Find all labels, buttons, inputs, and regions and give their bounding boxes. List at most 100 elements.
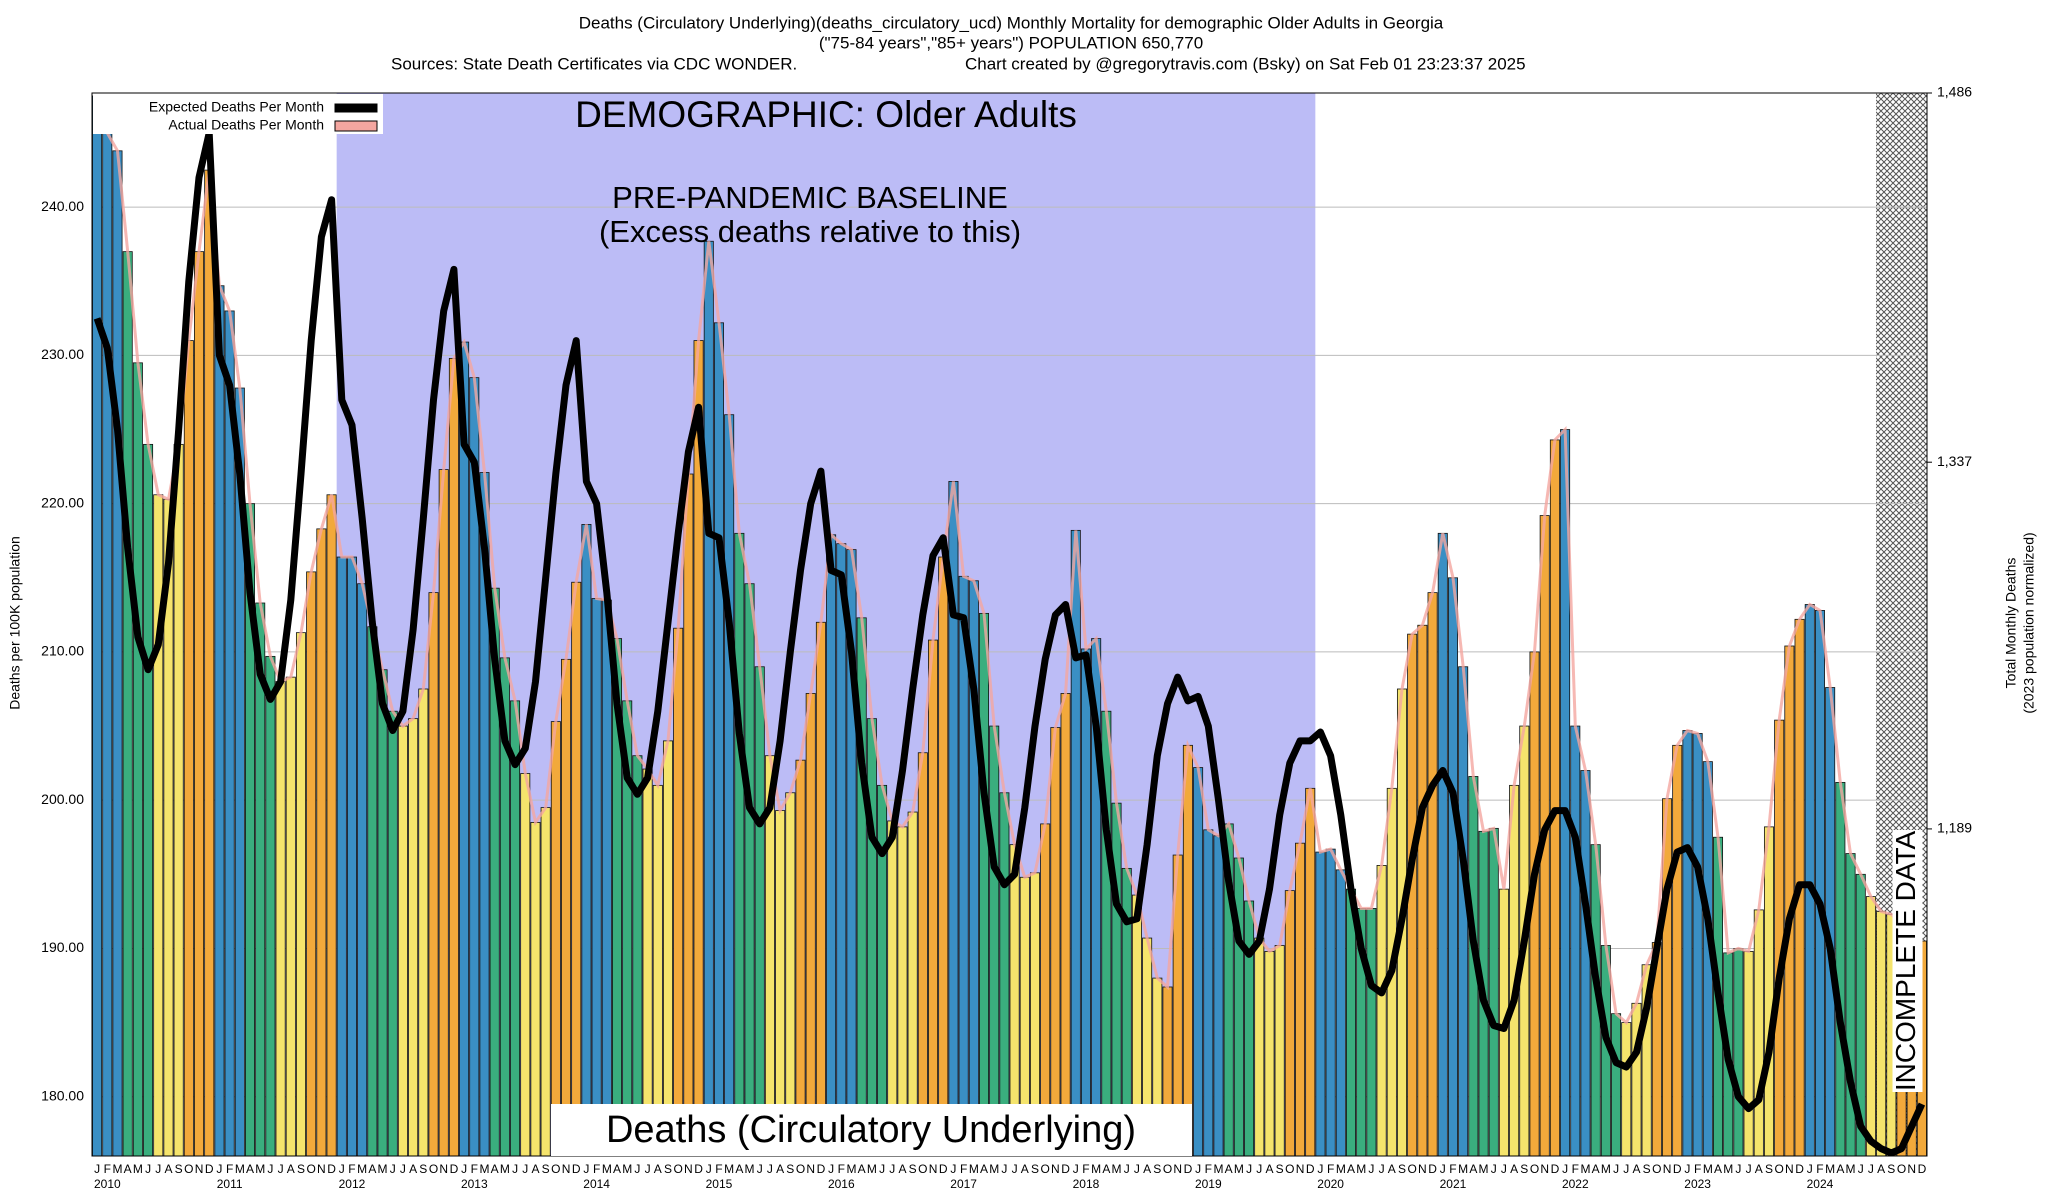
x-tick-label: J	[1379, 1162, 1385, 1176]
y-tick-label: 230.00	[41, 346, 84, 362]
bar	[265, 655, 276, 1157]
x-tick-label: J	[1735, 1162, 1741, 1176]
x-tick-label: D	[1061, 1162, 1070, 1176]
bar	[652, 784, 663, 1157]
x-tick-label: J	[278, 1162, 284, 1176]
x-tick-label: J	[1501, 1162, 1507, 1176]
bar	[1050, 727, 1061, 1157]
bar	[408, 718, 419, 1157]
bar	[316, 528, 327, 1157]
y2-axis-sublabel: (2023 population normalized)	[2021, 532, 2037, 713]
year-label: 2014	[583, 1177, 610, 1191]
bar	[642, 768, 653, 1157]
bar	[754, 666, 765, 1157]
x-tick-label: F	[1082, 1162, 1089, 1176]
bar	[1835, 781, 1846, 1157]
y2-tick-label: 1,189	[1937, 820, 1972, 836]
bar	[204, 169, 215, 1157]
bar	[601, 599, 612, 1157]
cause-label: Deaths (Circulatory Underlying)	[606, 1109, 1136, 1151]
x-tick-label: A	[1469, 1162, 1477, 1176]
x-tick-label: M	[724, 1162, 734, 1176]
demographic-label: DEMOGRAPHIC: Older Adults	[575, 94, 1077, 135]
x-tick-label: A	[1592, 1162, 1600, 1176]
year-label: 2015	[706, 1177, 733, 1191]
x-tick-label: J	[1001, 1162, 1007, 1176]
x-tick-label: D	[327, 1162, 336, 1176]
x-tick-label: O	[429, 1162, 438, 1176]
x-tick-label: J	[1562, 1162, 1568, 1176]
bar	[866, 718, 877, 1157]
bar	[1080, 648, 1091, 1157]
x-tick-label: J	[634, 1162, 640, 1176]
bar	[1672, 744, 1683, 1157]
bar	[805, 693, 816, 1157]
bar	[194, 251, 205, 1157]
x-tick-label: O	[1408, 1162, 1417, 1176]
bar	[448, 357, 459, 1157]
x-tick-label: M	[1356, 1162, 1366, 1176]
x-tick-label: N	[439, 1162, 448, 1176]
bar	[1335, 869, 1346, 1157]
baseline-note: (Excess deaths relative to this)	[599, 214, 1021, 249]
bar	[1570, 725, 1581, 1157]
x-tick-label: M	[357, 1162, 367, 1176]
year-label: 2022	[1562, 1177, 1589, 1191]
bar	[143, 443, 154, 1157]
x-tick-label: J	[828, 1162, 834, 1176]
x-tick-label: M	[1112, 1162, 1122, 1176]
x-tick-label: A	[1347, 1162, 1355, 1176]
x-tick-label: A	[1755, 1162, 1763, 1176]
bar	[591, 598, 602, 1157]
x-tick-label: J	[461, 1162, 467, 1176]
bar	[520, 773, 531, 1157]
year-label: 2023	[1684, 1177, 1711, 1191]
x-tick-label: A	[287, 1162, 295, 1176]
bar	[1376, 865, 1387, 1157]
bar	[1488, 827, 1499, 1157]
x-tick-label: J	[645, 1162, 651, 1176]
x-tick-label: O	[1530, 1162, 1539, 1176]
x-tick-label: J	[950, 1162, 956, 1176]
x-tick-label: F	[471, 1162, 478, 1176]
bar	[1264, 951, 1275, 1157]
x-tick-label: F	[1572, 1162, 1579, 1176]
x-tick-label: N	[806, 1162, 815, 1176]
bar	[673, 627, 684, 1157]
year-label: 2016	[828, 1177, 855, 1191]
bar	[377, 669, 388, 1157]
x-tick-label: J	[400, 1162, 406, 1176]
x-tick-label: M	[622, 1162, 632, 1176]
x-tick-label: A	[858, 1162, 866, 1176]
x-tick-label: S	[1031, 1162, 1039, 1176]
x-tick-label: N	[1173, 1162, 1182, 1176]
y2-axis-label: Total Monthly Deaths	[2003, 558, 2019, 689]
bar	[459, 341, 470, 1157]
x-tick-label: A	[531, 1162, 539, 1176]
bar	[632, 755, 643, 1157]
x-tick-label: N	[195, 1162, 204, 1176]
x-tick-label: O	[551, 1162, 560, 1176]
bar	[713, 322, 724, 1157]
x-tick-label: N	[1051, 1162, 1060, 1176]
x-tick-label: A	[491, 1162, 499, 1176]
bar	[418, 688, 429, 1157]
bar	[326, 494, 337, 1157]
bar	[1244, 900, 1255, 1157]
bar	[357, 583, 368, 1157]
x-tick-label: J	[706, 1162, 712, 1176]
year-label: 2010	[94, 1177, 121, 1191]
bar	[1804, 604, 1815, 1157]
x-tick-label: A	[735, 1162, 743, 1176]
x-tick-label: D	[694, 1162, 703, 1176]
baseline-title: PRE-PANDEMIC BASELINE	[612, 180, 1008, 215]
legend-label: Actual Deaths Per Month	[168, 117, 324, 133]
x-tick-label: A	[1143, 1162, 1151, 1176]
x-tick-label: M	[133, 1162, 143, 1176]
x-tick-label: M	[1458, 1162, 1468, 1176]
x-tick-label: A	[1265, 1162, 1273, 1176]
x-tick-label: M	[235, 1162, 245, 1176]
x-tick-label: O	[1041, 1162, 1050, 1176]
chart-title: Deaths (Circulatory Underlying)(deaths_c…	[579, 13, 1444, 32]
x-tick-label: J	[94, 1162, 100, 1176]
